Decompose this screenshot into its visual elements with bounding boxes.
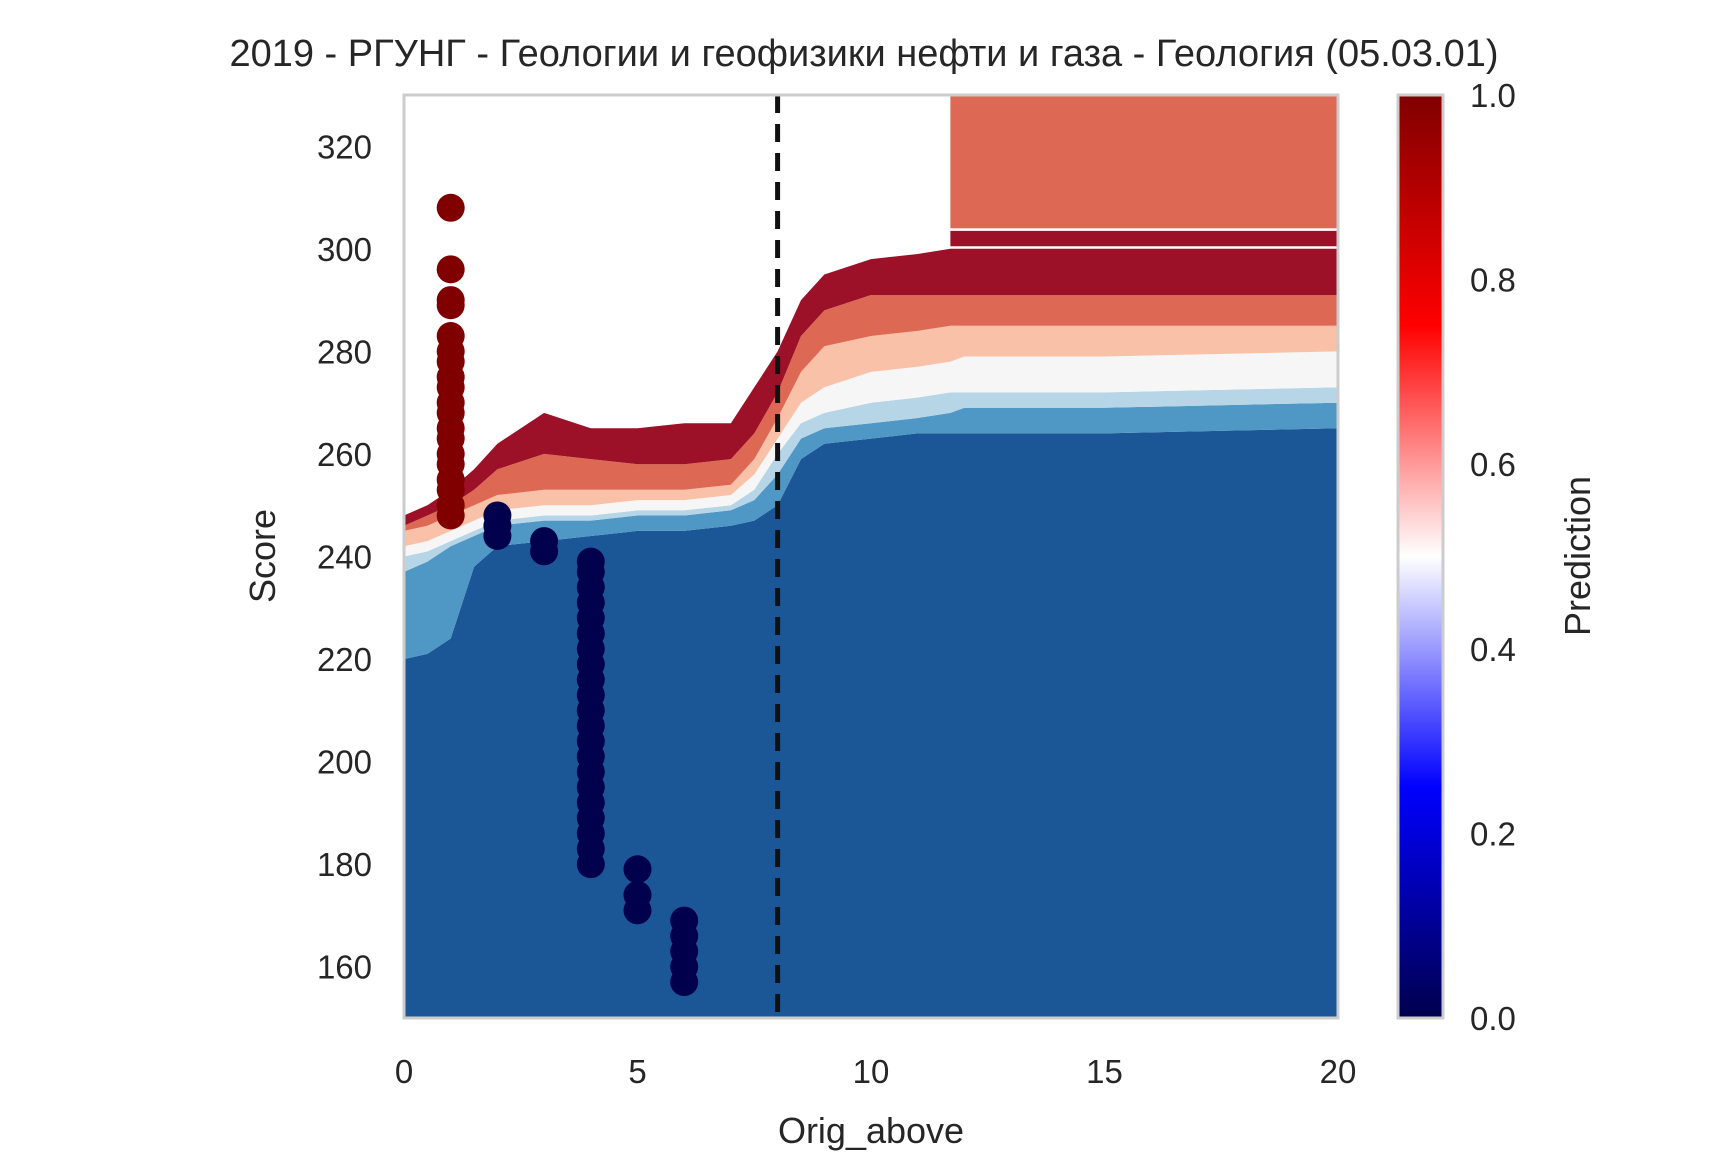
x-tick-label: 15 [1086,1053,1123,1090]
data-point [436,193,465,222]
data-point [530,527,559,556]
colorbar-tick-label: 0.2 [1470,815,1516,852]
data-point [436,255,465,284]
colorbar-tick-label: 0.6 [1470,446,1516,483]
y-tick-label: 220 [317,641,372,678]
colorbar: 0.0 0.2 0.4 0.6 0.8 1.0 Prediction [1396,77,1598,1037]
colorbar-tick-label: 1.0 [1470,77,1516,114]
x-tick-label: 20 [1320,1053,1357,1090]
y-tick-label: 280 [317,333,372,370]
y-tick-label: 200 [317,744,372,781]
y-tick-label: 160 [317,949,372,986]
y-tick-label: 260 [317,436,372,473]
colorbar-tick-label: 0.4 [1470,631,1516,668]
y-axis-ticks: 160 180 200 220 240 260 280 300 320 [317,128,372,985]
colorbar-tick-label: 0.0 [1470,1000,1516,1037]
colorbar-tick-label: 0.8 [1470,262,1516,299]
contour-region [404,325,1338,547]
contour-block [950,95,1338,229]
contour-region [404,248,1338,526]
y-tick-label: 240 [317,539,372,576]
contour-region [404,402,1338,660]
data-point [436,322,465,351]
y-tick-label: 300 [317,231,372,268]
colorbar-ticks: 0.0 0.2 0.4 0.6 0.8 1.0 [1470,77,1516,1037]
data-point [483,501,512,530]
plot-area: 0 5 10 15 20 160 180 200 220 240 260 280 300 320 Ori… [242,93,1357,1151]
x-tick-label: 0 [395,1053,413,1090]
y-tick-label: 320 [317,128,372,165]
colorbar-gradient [1396,93,1445,1020]
y-axis-label: Score [242,509,283,603]
colorbar-label: Prediction [1557,476,1598,636]
contour-band [950,230,1338,247]
contour-region [404,351,1338,557]
data-point [623,855,652,884]
x-tick-label: 10 [853,1053,890,1090]
chart-title: 2019 - РГУНГ - Геологии и геофизики нефт… [229,33,1498,75]
scatter-points [436,193,699,997]
x-axis-ticks: 0 5 10 15 20 [395,1053,1357,1090]
data-point [623,880,652,909]
plot-frame [402,93,1340,1020]
data-point [436,286,465,315]
contour-region [404,295,1338,531]
x-tick-label: 5 [628,1053,646,1090]
data-point [576,547,605,576]
data-point [670,906,699,935]
x-axis-label: Orig_above [778,1110,964,1151]
y-tick-label: 180 [317,846,372,883]
